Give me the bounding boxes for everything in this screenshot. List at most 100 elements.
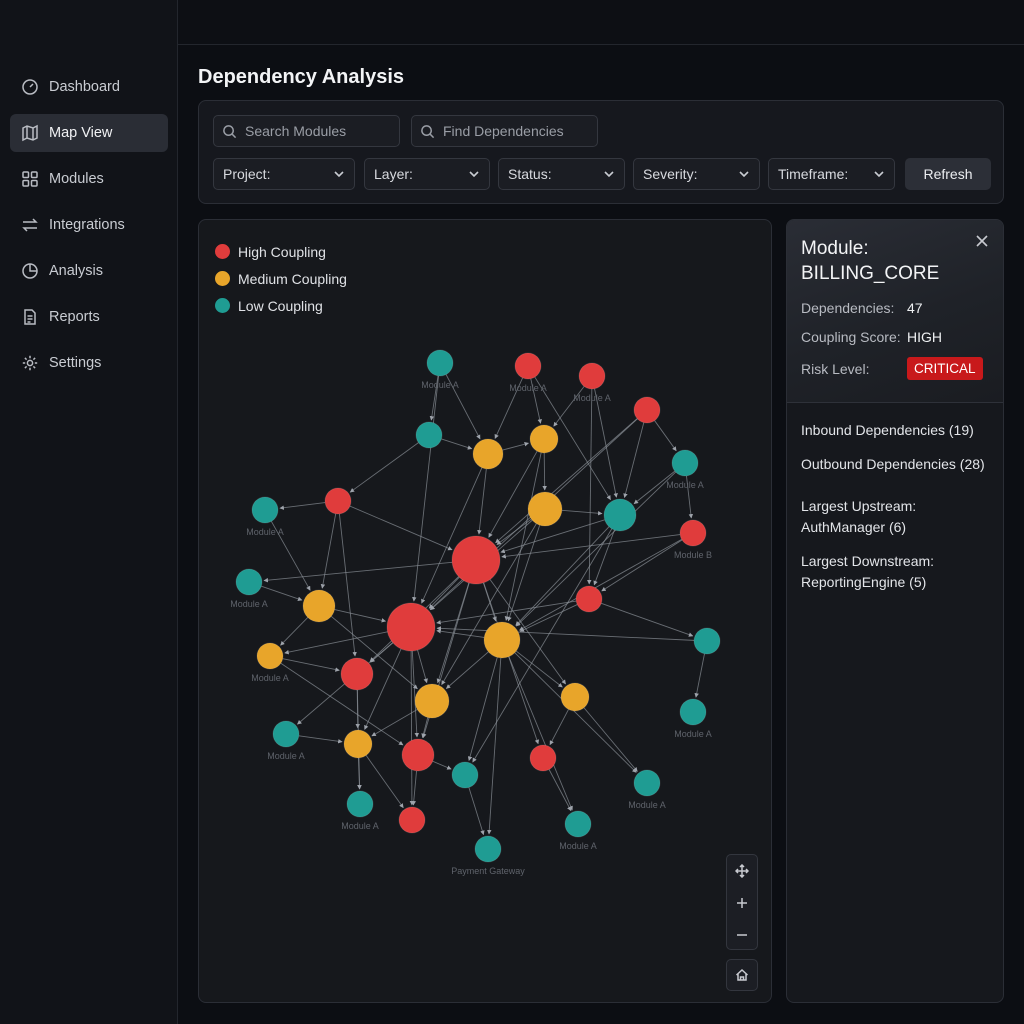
graph-node-low[interactable] — [679, 698, 707, 726]
graph-node-low[interactable] — [633, 769, 661, 797]
pie-icon — [21, 262, 39, 280]
sidebar-item-analysis[interactable]: Analysis — [10, 252, 168, 290]
graph-node-low[interactable] — [671, 449, 699, 477]
graph-node-low[interactable] — [272, 720, 300, 748]
graph-node-high[interactable] — [340, 657, 374, 691]
dependency-edge — [445, 651, 489, 689]
page-title: Dependency Analysis — [198, 66, 405, 88]
gear-icon — [21, 354, 39, 372]
graph-node-high[interactable] — [679, 519, 707, 547]
largest-upstream-label: Largest Upstream: — [801, 498, 917, 514]
zoom-out-button[interactable] — [727, 919, 757, 951]
sidebar-item-reports[interactable]: Reports — [10, 298, 168, 336]
graph-node-medium[interactable] — [343, 729, 373, 759]
dependency-edge — [519, 604, 578, 632]
graph-node-medium[interactable] — [256, 642, 284, 670]
graph-node-medium[interactable] — [483, 621, 521, 659]
sidebar-item-label: Analysis — [49, 263, 103, 279]
graph-node-high[interactable] — [324, 487, 352, 515]
severity-select[interactable]: Severity: — [633, 158, 760, 190]
graph-node-high[interactable] — [514, 352, 542, 380]
timeframe-select[interactable]: Timeframe: — [768, 158, 895, 190]
graph-node-label: Module B — [674, 550, 712, 560]
graph-node-low[interactable] — [603, 498, 637, 532]
graph-node-low[interactable] — [564, 810, 592, 838]
graph-node-high[interactable] — [386, 602, 436, 652]
graph-node-high[interactable] — [398, 806, 426, 834]
dependency-edge — [279, 502, 326, 510]
layer-select[interactable]: Layer: — [364, 158, 490, 190]
inbound-dependencies-link[interactable]: Inbound Dependencies (19) — [801, 422, 974, 438]
graph-node-low[interactable] — [346, 790, 374, 818]
refresh-button[interactable]: Refresh — [905, 158, 991, 190]
graph-node-high[interactable] — [575, 585, 603, 613]
dependency-graph[interactable]: Module A Module A Module A Module A Module A… — [199, 220, 772, 1003]
dependency-edge — [508, 656, 573, 811]
sidebar-item-modules[interactable]: Modules — [10, 160, 168, 198]
graph-node-label: Module A — [421, 380, 459, 390]
graph-node-medium[interactable] — [527, 491, 563, 527]
medium-coupling-swatch — [215, 271, 230, 286]
graph-node-low[interactable] — [251, 496, 279, 524]
dependency-edge — [320, 513, 337, 589]
sidebar-item-dashboard[interactable]: Dashboard — [10, 68, 168, 106]
largest-downstream-label: Largest Downstream: — [801, 553, 935, 569]
graph-node-medium[interactable] — [414, 683, 450, 719]
dependency-edge — [429, 375, 439, 421]
dependency-edge — [371, 709, 418, 737]
minus-icon — [737, 934, 747, 936]
graph-node-high[interactable] — [578, 362, 606, 390]
dependency-edge — [593, 529, 615, 586]
arrows-icon — [21, 216, 39, 234]
status-select-label: Status: — [508, 166, 552, 182]
legend-item-low: Low Coupling — [215, 292, 347, 319]
graph-node-low[interactable] — [235, 568, 263, 596]
dependency-edge — [441, 523, 537, 686]
zoom-in-button[interactable] — [727, 887, 757, 919]
chevron-down-icon — [874, 171, 884, 178]
dependency-edge — [587, 388, 593, 585]
dependency-edge — [445, 374, 481, 440]
zoom-controls — [726, 854, 758, 950]
sidebar-item-label: Dashboard — [49, 79, 120, 95]
search-modules-input[interactable]: Search Modules — [213, 115, 400, 147]
find-dependencies-input[interactable]: Find Dependencies — [411, 115, 598, 147]
coupling-score-value: HIGH — [907, 329, 942, 345]
dependency-edge — [654, 420, 677, 452]
status-select[interactable]: Status: — [498, 158, 625, 190]
graph-node-high[interactable] — [633, 396, 661, 424]
close-button[interactable] — [975, 234, 989, 248]
legend-item-medium: Medium Coupling — [215, 265, 347, 292]
graph-node-medium[interactable] — [472, 438, 504, 470]
graph-node-medium[interactable] — [302, 589, 336, 623]
top-bar — [178, 0, 1024, 45]
graph-node-low[interactable] — [693, 627, 721, 655]
project-select[interactable]: Project: — [213, 158, 355, 190]
dependency-edge — [349, 442, 419, 493]
graph-node-low[interactable] — [474, 835, 502, 863]
sidebar-item-settings[interactable]: Settings — [10, 344, 168, 382]
graph-node-medium[interactable] — [529, 424, 559, 454]
sidebar-item-map-view[interactable]: Map View — [10, 114, 168, 152]
dependency-edge — [282, 658, 340, 672]
outbound-dependencies-link[interactable]: Outbound Dependencies (28) — [801, 456, 985, 472]
dependency-edge — [483, 582, 540, 745]
fit-view-button[interactable] — [727, 855, 757, 887]
home-button[interactable] — [726, 959, 758, 991]
dependency-edge — [489, 579, 566, 685]
sidebar-item-integrations[interactable]: Integrations — [10, 206, 168, 244]
graph-node-label: Module A — [559, 841, 597, 851]
dependency-edge — [601, 539, 683, 592]
graph-node-low[interactable] — [451, 761, 479, 789]
graph-node-low[interactable] — [415, 421, 443, 449]
graph-node-high[interactable] — [529, 744, 557, 772]
graph-node-low[interactable] — [426, 349, 454, 377]
graph-node-medium[interactable] — [560, 682, 590, 712]
dependency-edge — [472, 528, 613, 763]
dependency-edge — [477, 468, 487, 535]
graph-node-high[interactable] — [401, 738, 435, 772]
dependency-edge — [284, 631, 388, 655]
legend: High Coupling Medium Coupling Low Coupli… — [215, 238, 347, 319]
graph-node-label: Module A — [509, 383, 547, 393]
graph-node-high[interactable] — [451, 535, 501, 585]
